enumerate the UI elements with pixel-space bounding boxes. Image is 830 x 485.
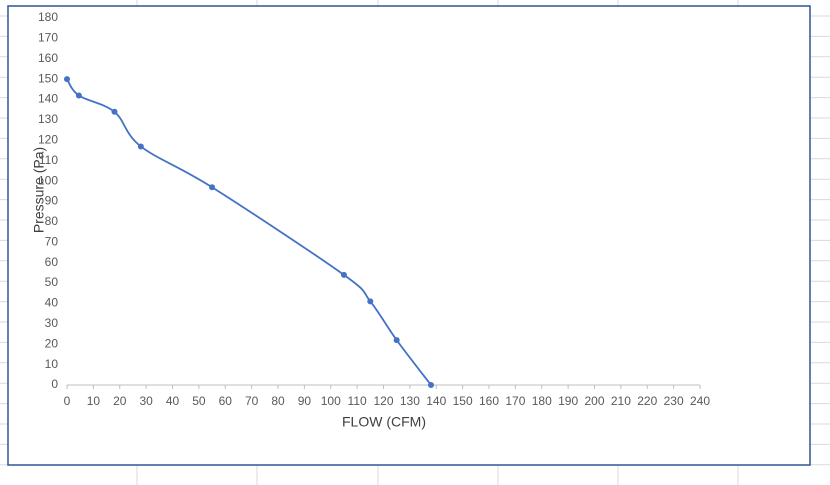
x-tick-label: 10 [87, 394, 101, 408]
y-tick-label: 0 [51, 377, 58, 391]
y-tick-label: 60 [45, 255, 59, 269]
y-tick-label: 80 [45, 214, 59, 228]
y-tick-label: 120 [38, 133, 58, 147]
x-tick-label: 230 [664, 394, 684, 408]
x-tick-label: 120 [373, 394, 393, 408]
data-point [393, 337, 400, 344]
y-tick-label: 30 [45, 316, 59, 330]
x-tick-label: 50 [192, 394, 206, 408]
x-tick-label: 170 [505, 394, 525, 408]
y-tick-label: 50 [45, 275, 59, 289]
x-tick-label: 140 [426, 394, 446, 408]
y-axis-title: Pressure (Pa) [31, 147, 47, 233]
data-point [75, 92, 82, 99]
x-tick-label: 110 [348, 394, 367, 408]
y-tick-label: 150 [38, 71, 58, 85]
x-tick-label: 190 [558, 394, 578, 408]
x-tick-label: 40 [166, 394, 180, 408]
x-tick-label: 100 [321, 394, 341, 408]
y-tick-label: 170 [38, 31, 58, 45]
x-tick-label: 180 [532, 394, 552, 408]
y-tick-label: 180 [38, 10, 58, 24]
data-point [340, 271, 347, 278]
chart-area [7, 5, 811, 466]
y-tick-label: 20 [45, 336, 59, 350]
data-line [66, 78, 432, 386]
x-tick-label: 60 [219, 394, 233, 408]
y-tick-label: 90 [45, 194, 59, 208]
y-tick-label: 140 [38, 92, 58, 106]
y-tick-label: 110 [39, 153, 58, 167]
data-point [209, 184, 216, 191]
x-tick-label: 130 [400, 394, 420, 408]
x-tick-label: 220 [637, 394, 657, 408]
data-point [64, 76, 70, 83]
x-axis-title: FLOW (CFM) [342, 414, 426, 430]
x-tick-label: 160 [479, 394, 499, 408]
x-tick-label: 30 [139, 394, 153, 408]
y-tick-label: 130 [38, 112, 58, 126]
x-tick-label: 150 [453, 394, 473, 408]
x-tick-label: 80 [271, 394, 285, 408]
y-tick-label: 40 [45, 296, 59, 310]
data-point [137, 143, 144, 150]
y-tick-label: 10 [45, 357, 59, 371]
x-tick-label: 20 [113, 394, 127, 408]
y-tick-label: 70 [45, 234, 59, 248]
x-tick-label: 200 [584, 394, 604, 408]
x-tick-label: 210 [611, 394, 631, 408]
y-tick-label: 100 [38, 173, 58, 187]
x-tick-label: 0 [64, 394, 71, 408]
y-tick-label: 160 [38, 51, 58, 65]
x-tick-label: 70 [245, 394, 259, 408]
data-point [367, 298, 374, 305]
x-tick-label: 240 [690, 394, 710, 408]
data-point [111, 108, 118, 115]
data-point [427, 382, 434, 388]
x-tick-label: 90 [298, 394, 312, 408]
